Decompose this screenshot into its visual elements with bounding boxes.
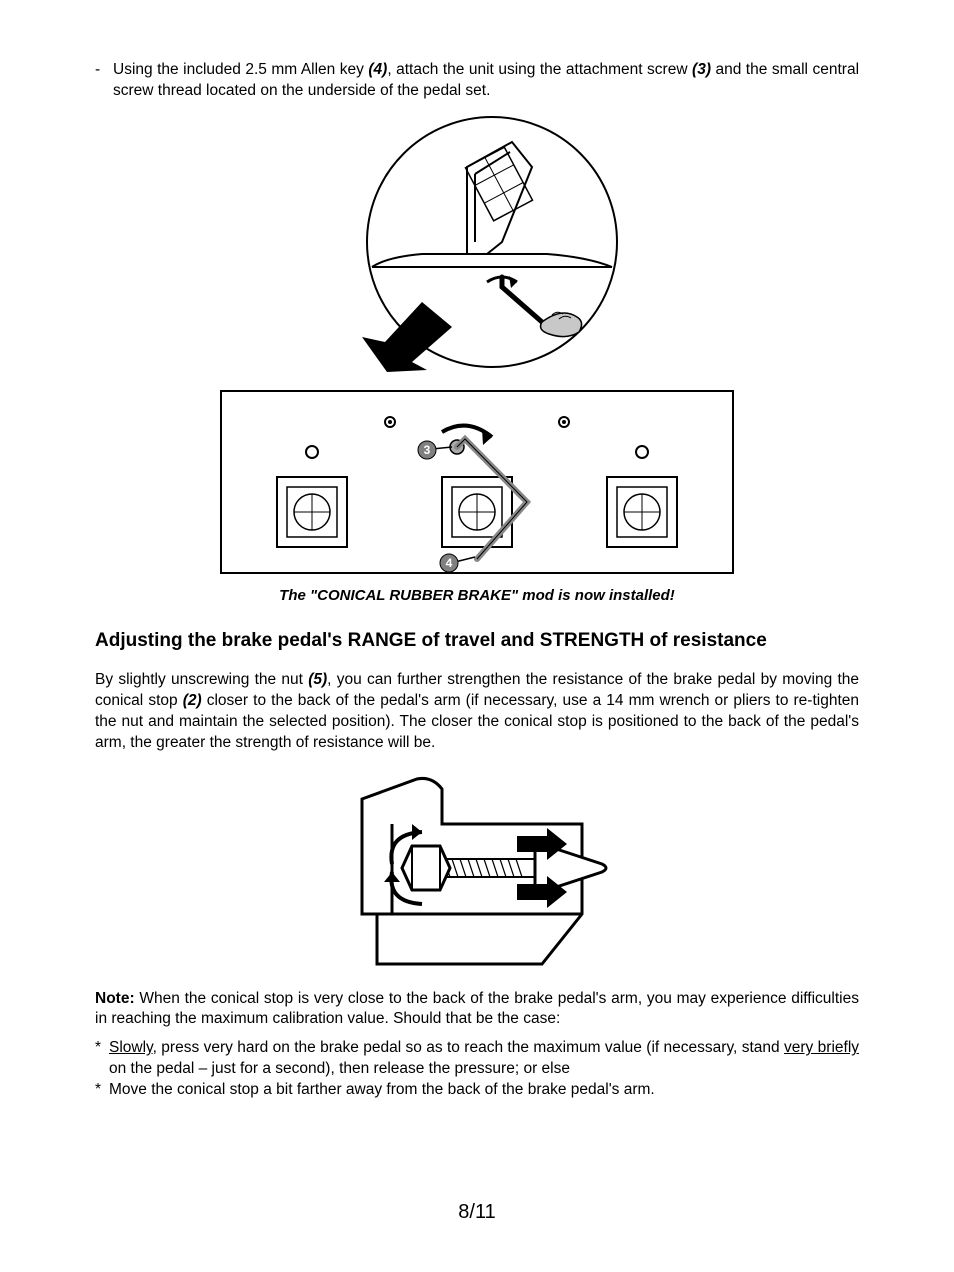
adjust-paragraph: By slightly unscrewing the nut (5), you …	[95, 670, 859, 754]
mount-right	[559, 417, 677, 547]
text: on the pedal – just for a second), then …	[109, 1060, 570, 1077]
instruction-bullet: - Using the included 2.5 mm Allen key (4…	[95, 60, 859, 102]
text: Using the included 2.5 mm Allen key	[113, 61, 368, 78]
text: , attach the unit using the attachment s…	[387, 61, 692, 78]
star-list: * Slowly, press very hard on the brake p…	[95, 1038, 859, 1101]
ref-2: (2)	[183, 692, 202, 709]
callout-4: 4	[440, 554, 475, 572]
star-marker: *	[95, 1038, 109, 1080]
underline-slowly: Slowly	[109, 1039, 153, 1056]
text: , press very hard on the brake pedal so …	[153, 1039, 784, 1056]
label-3: 3	[424, 443, 431, 457]
mount-center	[385, 417, 527, 559]
bullet-text: Using the included 2.5 mm Allen key (4),…	[113, 60, 859, 102]
callout-3: 3	[418, 441, 452, 459]
star-item-1: * Slowly, press very hard on the brake p…	[95, 1038, 859, 1080]
label-4: 4	[446, 556, 453, 570]
ref-5: (5)	[308, 671, 327, 688]
figure-conical-stop	[332, 764, 622, 979]
document-page: - Using the included 2.5 mm Allen key (4…	[0, 0, 954, 1272]
figure-underside-view: 3 4	[217, 387, 737, 577]
ref-3: (3)	[692, 61, 711, 78]
ref-4: (4)	[368, 61, 387, 78]
section-heading: Adjusting the brake pedal's RANGE of tra…	[95, 630, 859, 652]
underline-very-briefly: very briefly	[784, 1039, 859, 1056]
star-marker: *	[95, 1080, 109, 1101]
note-label: Note:	[95, 990, 135, 1007]
bullet-dash: -	[95, 60, 113, 102]
note-text: When the conical stop is very close to t…	[95, 990, 859, 1028]
mount-left	[277, 446, 347, 547]
star-text: Slowly, press very hard on the brake ped…	[109, 1038, 859, 1080]
page-number: 8/11	[0, 1201, 954, 1224]
star-item-2: * Move the conical stop a bit farther aw…	[95, 1080, 859, 1101]
figure-allen-key-circle	[327, 112, 627, 377]
note-paragraph: Note: When the conical stop is very clos…	[95, 989, 859, 1031]
figure-caption: The "CONICAL RUBBER BRAKE" mod is now in…	[95, 587, 859, 604]
text: By slightly unscrewing the nut	[95, 671, 308, 688]
text: closer to the back of the pedal's arm (i…	[95, 692, 859, 751]
star-text: Move the conical stop a bit farther away…	[109, 1080, 655, 1101]
